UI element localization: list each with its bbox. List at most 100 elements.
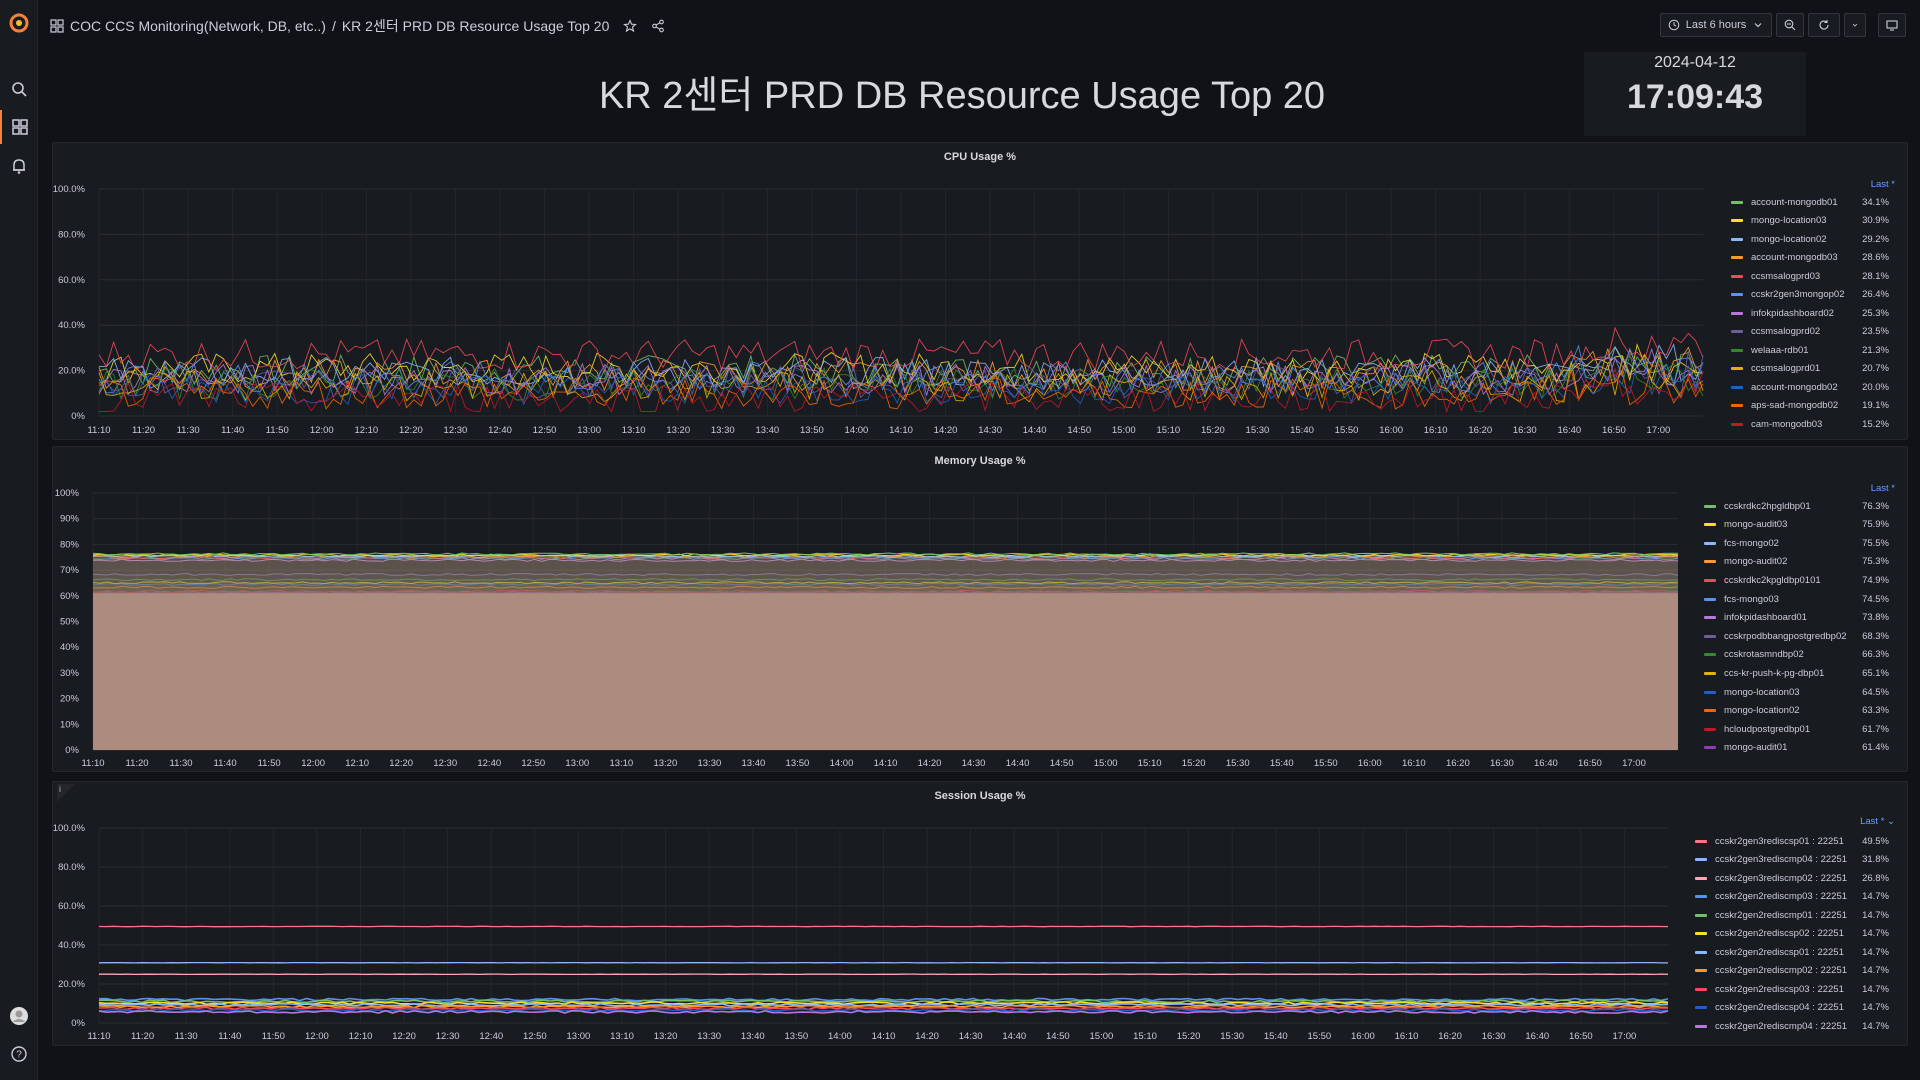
refresh-button[interactable] [1808, 13, 1840, 37]
memory-usage-chart[interactable]: 0% 10% 20% 30% 40% 50% 60% 70% 80% 90% 100% 11:10 11… [53, 447, 1909, 773]
series-line[interactable] [92, 558, 1679, 562]
legend-sort-header[interactable]: Last * ⌄ [1860, 816, 1895, 827]
help-icon[interactable]: ? [0, 1037, 38, 1071]
zoom-out-button[interactable] [1776, 13, 1804, 37]
legend-item[interactable]: ccskr2gen2rediscsp03 : 22251 14.7% [1695, 982, 1901, 996]
legend-item[interactable]: ccsmsalogprd01 20.7% [1731, 362, 1901, 376]
legend-item[interactable]: mongo-audit02 75.3% [1704, 555, 1901, 569]
legend-item[interactable]: ccskr2gen2rediscmp01 : 22251 14.7% [1695, 908, 1901, 922]
session-usage-chart[interactable]: 0% 20.0% 40.0% 60.0% 80.0% 100.0% 11:10 11:20 11… [53, 782, 1909, 1047]
series-line[interactable] [92, 589, 1679, 594]
legend-item[interactable]: ccskr2gen2rediscsp01 : 22251 14.7% [1695, 945, 1901, 959]
breadcrumb-folder[interactable]: COC CCS Monitoring(Network, DB, etc..) [70, 18, 326, 34]
series-line[interactable] [92, 585, 1679, 589]
legend-item[interactable]: ccsmsalogprd03 28.1% [1731, 269, 1901, 283]
refresh-interval-dropdown[interactable] [1844, 13, 1866, 37]
x-tick-label: 15:20 [1177, 1031, 1201, 1042]
sidebar: ? [0, 0, 38, 1080]
legend-item[interactable]: mongo-audit01 61.4% [1704, 741, 1901, 755]
breadcrumb-dashboard[interactable]: KR 2센터 PRD DB Resource Usage Top 20 [341, 18, 610, 34]
legend-item[interactable]: ccskr2gen3rediscmp02 : 22251 26.8% [1695, 871, 1901, 885]
series-line[interactable] [98, 354, 1704, 403]
legend-item[interactable]: mongo-audit03 75.9% [1704, 518, 1901, 532]
legend-item[interactable]: ccskrpodbbangpostgredbp02 68.3% [1704, 629, 1901, 643]
legend-item[interactable]: fcs-mongo03 74.5% [1704, 592, 1901, 606]
legend-item[interactable]: fcs-mongo02 75.5% [1704, 536, 1901, 550]
legend-item[interactable]: ccskrdkc2hpgldbp01 76.3% [1704, 499, 1901, 513]
series-line[interactable] [98, 357, 1704, 406]
legend-item[interactable]: ccskr2gen2rediscmp04 : 22251 14.7% [1695, 1019, 1901, 1033]
series-line[interactable] [92, 554, 1679, 558]
legend-item[interactable]: ccskrotasmndbp02 66.3% [1704, 648, 1901, 662]
legend-item[interactable]: aps-sad-mongodb02 19.1% [1731, 399, 1901, 413]
panel-title[interactable]: Session Usage % [934, 790, 1026, 802]
legend-item[interactable]: ccskrdkc2kpgldbp0101 74.9% [1704, 573, 1901, 587]
bell-icon[interactable] [0, 149, 38, 183]
series-line[interactable] [92, 572, 1679, 577]
legend-sort-header[interactable]: Last * [1870, 483, 1895, 494]
legend-item[interactable]: account-mongodb01 34.1% [1731, 195, 1901, 209]
legend-item[interactable]: infokpidashboard02 25.3% [1731, 306, 1901, 320]
legend-item[interactable]: ccskr2gen2rediscsp04 : 22251 14.7% [1695, 1001, 1901, 1015]
series-line[interactable] [92, 556, 1679, 561]
legend-item[interactable]: ccskr2gen3mongop02 26.4% [1731, 288, 1901, 302]
series-line[interactable] [98, 326, 1704, 373]
series-line[interactable] [98, 997, 1669, 1002]
series-line[interactable] [98, 1008, 1669, 1013]
memory-usage-panel[interactable]: Memory Usage % 0% 10% 20% 30% 40% 50% 60% 70% 80… [52, 446, 1908, 772]
series-line[interactable] [98, 999, 1669, 1004]
series-line[interactable] [98, 1006, 1669, 1011]
panel-title[interactable]: CPU Usage % [943, 151, 1017, 163]
legend-item[interactable]: ccskr2gen3rediscmp04 : 22251 31.8% [1695, 853, 1901, 867]
series-line[interactable] [98, 343, 1704, 386]
legend-item[interactable]: welaaa-rdb01 21.3% [1731, 343, 1901, 357]
panel-info-corner[interactable]: i [57, 784, 75, 802]
legend-item[interactable]: ccskr2gen2rediscmp03 : 22251 14.7% [1695, 890, 1901, 904]
series-line[interactable] [92, 552, 1679, 556]
legend-item[interactable]: mongo-location03 30.9% [1731, 214, 1901, 228]
series-line[interactable] [98, 1002, 1669, 1007]
legend-item[interactable]: ccsmsalogprd02 23.5% [1731, 325, 1901, 339]
legend-item[interactable]: infokpidashboard01 73.8% [1704, 611, 1901, 625]
legend-item[interactable]: ccs-kr-push-k-pg-dbp01 65.1% [1704, 666, 1901, 680]
legend-item[interactable]: hcloudpostgredbp01 61.7% [1704, 722, 1901, 736]
legend-swatch [1704, 541, 1716, 545]
series-line[interactable] [98, 363, 1704, 410]
legend-item[interactable]: ccskr2gen3rediscsp01 : 22251 49.5% [1695, 834, 1901, 848]
legend-item[interactable]: mongo-location02 63.3% [1704, 704, 1901, 718]
time-range-picker[interactable]: Last 6 hours [1660, 13, 1772, 37]
grafana-logo-icon[interactable] [7, 10, 31, 34]
star-icon[interactable] [623, 19, 638, 33]
legend-sort-header[interactable]: Last * [1870, 179, 1895, 190]
cpu-usage-chart[interactable]: 0% 20.0% 40.0% 60.0% 80.0% 100.0% 11:10 11:20 11… [53, 143, 1909, 441]
x-tick-label: 14:00 [828, 1031, 852, 1042]
series-line[interactable] [92, 581, 1679, 585]
legend-item[interactable]: ccskr2gen2rediscmp02 : 22251 14.7% [1695, 964, 1901, 978]
legend-item[interactable]: cam-mongodb03 15.2% [1731, 417, 1901, 431]
panel-title[interactable]: Memory Usage % [934, 455, 1026, 467]
legend-item[interactable]: mongo-location03 64.5% [1704, 685, 1901, 699]
kiosk-mode-button[interactable] [1878, 13, 1906, 37]
legend-item[interactable]: ccskr2gen2rediscsp02 : 22251 14.7% [1695, 927, 1901, 941]
x-tick-label: 13:30 [697, 1031, 721, 1042]
series-line[interactable] [98, 1009, 1669, 1014]
series-line[interactable] [99, 367, 1704, 414]
series-line[interactable] [98, 353, 1704, 401]
share-icon[interactable] [651, 19, 665, 33]
session-usage-panel[interactable]: i Session Usage % 0% 20.0% 40.0% 60.0% 80.0%… [52, 781, 1908, 1046]
legend-item[interactable]: account-mongodb02 20.0% [1731, 380, 1901, 394]
series-line[interactable] [92, 578, 1679, 582]
series-line[interactable] [92, 553, 1679, 557]
series-line[interactable] [92, 582, 1679, 586]
legend-item[interactable]: mongo-location02 29.2% [1731, 232, 1901, 246]
series-line[interactable] [92, 554, 1679, 559]
cpu-usage-panel[interactable]: CPU Usage % 0% 20.0% 40.0% 60.0% 80.0% 100.0%… [52, 142, 1908, 440]
search-icon[interactable] [0, 72, 38, 106]
dashboards-icon[interactable] [0, 110, 38, 144]
series-line[interactable] [98, 1001, 1669, 1006]
avatar[interactable] [0, 999, 38, 1033]
series-line[interactable] [98, 346, 1704, 393]
series-line[interactable] [98, 347, 1704, 397]
legend-swatch [1704, 616, 1716, 620]
legend-item[interactable]: account-mongodb03 28.6% [1731, 251, 1901, 265]
